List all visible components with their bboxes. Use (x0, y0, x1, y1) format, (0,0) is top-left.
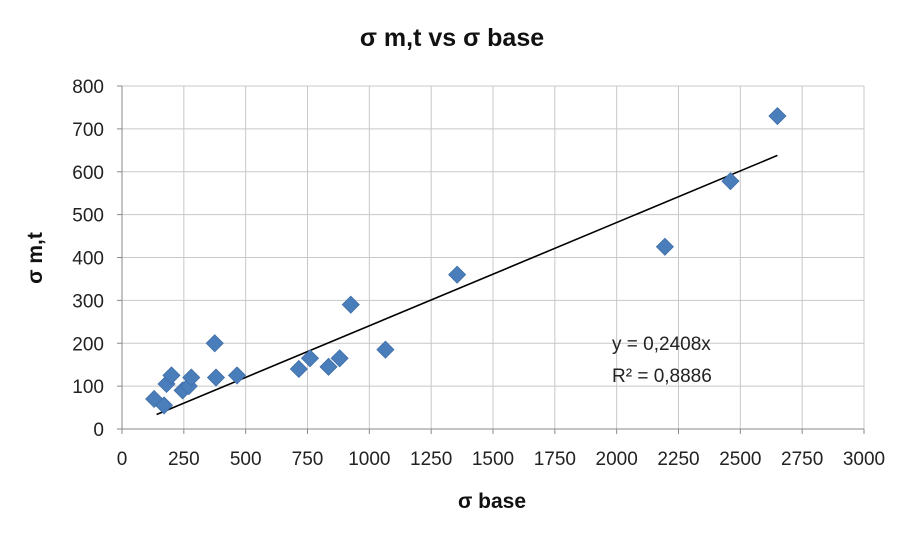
x-tick-label-4: 1000 (348, 449, 390, 470)
x-tick-label-8: 2000 (596, 449, 638, 470)
x-tick-label-11: 2750 (781, 449, 823, 470)
y-tick-label-6: 600 (72, 163, 104, 184)
data-point-8 (206, 368, 226, 387)
data-point-19 (768, 106, 787, 126)
data-point-16 (448, 265, 467, 284)
y-tick-label-3: 300 (72, 291, 104, 312)
trendline (156, 154, 778, 416)
data-point-1 (154, 396, 174, 415)
chart-title: σ m,t vs σ base (360, 24, 544, 52)
data-point-17 (655, 237, 674, 256)
data-point-13 (330, 349, 349, 368)
y-tick-labels: 0 100 200 300 400 500 600 700 800 (72, 77, 104, 441)
y-tick-label-0: 0 (93, 420, 104, 441)
data-point-7 (205, 334, 224, 353)
x-tick-label-5: 1250 (410, 449, 452, 470)
trendline-group (156, 154, 778, 416)
y-axis-title: σ m,t (24, 232, 47, 284)
x-tick-label-1: 250 (168, 449, 200, 470)
data-point-14 (341, 295, 360, 314)
x-tick-label-6: 1500 (472, 449, 514, 470)
x-tick-label-3: 750 (292, 449, 324, 470)
data-point-11 (300, 349, 320, 368)
x-tick-label-0: 0 (117, 449, 128, 470)
trendline-equation: y = 0,2408x (612, 334, 711, 355)
x-axis-title: σ base (458, 490, 526, 513)
data-point-10 (289, 359, 308, 379)
data-point-6 (182, 368, 201, 387)
x-tick-label-12: 3000 (843, 449, 885, 470)
y-tick-label-7: 700 (72, 120, 104, 141)
data-point-3 (162, 366, 181, 385)
y-tick-label-5: 500 (72, 206, 104, 227)
axes (117, 85, 865, 434)
data-points (145, 106, 787, 415)
y-tick-label-4: 400 (72, 249, 104, 270)
x-tick-labels: 0 250 500 750 1000 1250 1500 1750 2000 2250 2500 27… (117, 449, 885, 470)
y-tick-label-2: 200 (72, 334, 104, 355)
x-tick-label-7: 1750 (534, 449, 576, 470)
data-point-12 (319, 357, 338, 376)
x-tick-label-9: 2250 (657, 449, 699, 470)
data-point-15 (376, 340, 395, 359)
x-tick-label-10: 2500 (719, 449, 761, 470)
y-tick-label-1: 100 (72, 377, 104, 398)
y-tick-label-8: 800 (72, 77, 104, 98)
data-point-9 (227, 366, 247, 385)
data-point-18 (721, 172, 740, 191)
r-squared-label: R² = 0,8886 (612, 366, 712, 387)
x-tick-label-2: 500 (230, 449, 262, 470)
